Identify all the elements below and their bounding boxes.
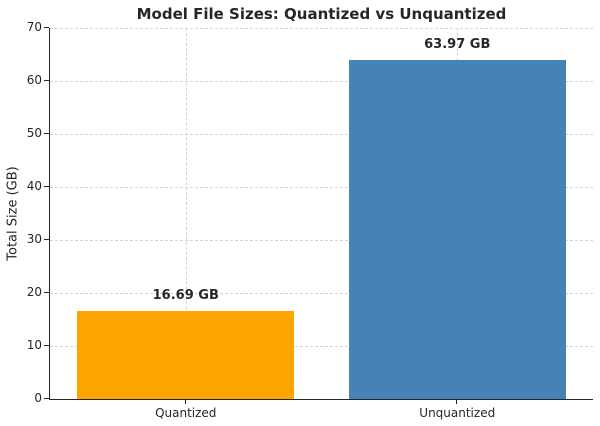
h-gridline-20 [50, 293, 593, 294]
h-gridline-50 [50, 134, 593, 135]
x-tick-mark-1 [456, 399, 458, 404]
v-gridline-0 [185, 28, 187, 399]
y-tick-label-10: 10 [26, 338, 42, 352]
h-gridline-60 [50, 81, 593, 82]
bar-value-label-1: 63.97 GB [424, 36, 491, 52]
y-tick-label-20: 20 [26, 285, 42, 299]
y-tick-label-70: 70 [26, 20, 42, 34]
h-gridline-10 [50, 346, 593, 347]
y-tick-mark-70 [44, 27, 49, 28]
y-tick-mark-20 [44, 292, 49, 293]
x-tick-mark-0 [184, 399, 186, 404]
chart-title: Model File Sizes: Quantized vs Unquantiz… [136, 5, 507, 23]
x-axis-spine [49, 399, 593, 400]
y-tick-mark-60 [44, 80, 49, 81]
y-tick-label-0: 0 [34, 391, 42, 405]
h-gridline-40 [50, 187, 593, 188]
y-axis-label: Total Size (GB) [5, 166, 21, 261]
y-tick-mark-0 [44, 398, 49, 399]
y-tick-label-30: 30 [26, 232, 42, 246]
y-axis-spine [49, 28, 50, 399]
bar-unquantized [348, 59, 566, 399]
plot-area: 16.69 GB 63.97 GB [49, 28, 593, 400]
y-tick-label-60: 60 [26, 73, 42, 87]
bar-value-label-0: 16.69 GB [152, 287, 219, 303]
y-tick-mark-10 [44, 345, 49, 346]
y-tick-mark-30 [44, 239, 49, 240]
y-tick-label-40: 40 [26, 179, 42, 193]
y-tick-label-50: 50 [26, 126, 42, 140]
y-tick-mark-50 [44, 133, 49, 134]
y-tick-mark-40 [44, 186, 49, 187]
h-gridline-70 [50, 28, 593, 29]
bar-quantized [77, 310, 295, 399]
x-tick-label-0: Quantized [155, 406, 217, 420]
h-gridline-30 [50, 240, 593, 241]
x-tick-label-1: Unquantized [419, 406, 496, 420]
